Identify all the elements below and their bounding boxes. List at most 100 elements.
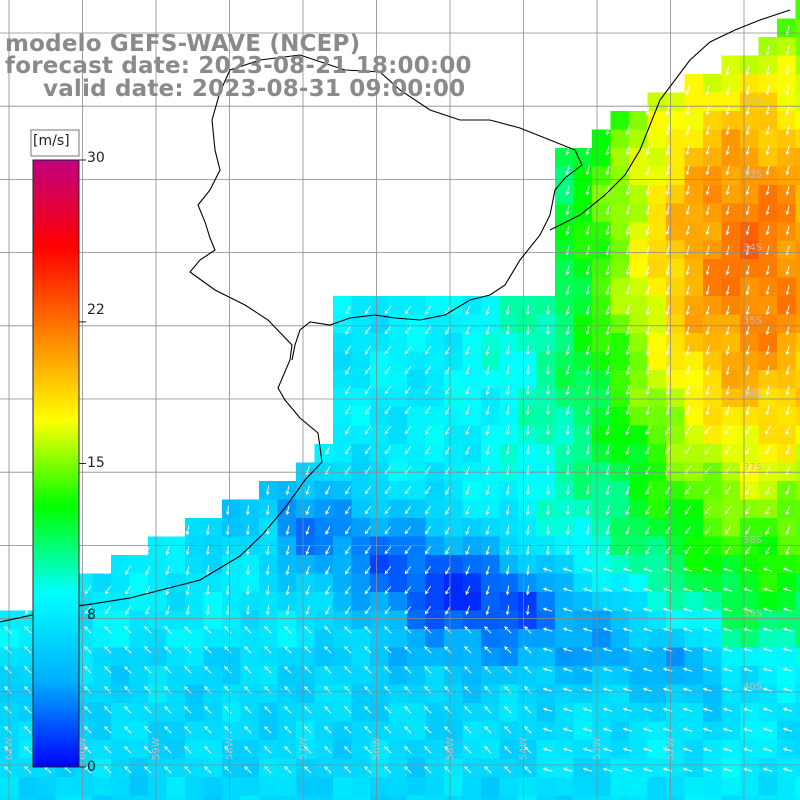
wind-arrow xyxy=(705,225,710,236)
speed-cell xyxy=(721,684,741,704)
speed-cell xyxy=(111,777,131,797)
wind-arrow xyxy=(665,345,670,356)
speed-cell xyxy=(277,795,297,800)
speed-cell xyxy=(388,629,408,649)
wind-arrow xyxy=(765,105,770,116)
wind-arrow xyxy=(384,526,392,535)
speed-cell xyxy=(684,555,704,575)
speed-cell xyxy=(351,666,371,686)
speed-cell xyxy=(629,536,649,556)
speed-cell xyxy=(222,777,242,797)
wind-arrow xyxy=(144,766,152,774)
speed-cell xyxy=(555,795,575,800)
wind-arrow xyxy=(205,545,210,556)
wind-arrow xyxy=(364,386,372,395)
speed-cell xyxy=(703,647,723,667)
speed-cell xyxy=(407,721,427,741)
wind-arrow xyxy=(664,506,671,515)
wind-arrow xyxy=(404,766,412,774)
speed-cell xyxy=(666,629,686,649)
speed-cell xyxy=(462,721,482,741)
wind-arrow xyxy=(244,666,252,674)
speed-cell xyxy=(370,610,390,630)
wind-arrow xyxy=(605,225,610,236)
speed-cell xyxy=(481,296,501,316)
wind-arrow xyxy=(785,345,790,356)
wind-arrow xyxy=(562,647,573,652)
speed-cell xyxy=(684,148,704,168)
wind-arrow xyxy=(622,767,633,772)
speed-cell xyxy=(555,351,575,371)
speed-cell xyxy=(684,74,704,94)
speed-cell xyxy=(684,758,704,778)
wind-arrow xyxy=(84,646,92,654)
speed-cell xyxy=(185,536,205,556)
wind-arrow xyxy=(565,385,570,396)
wind-arrow xyxy=(225,565,230,576)
wind-arrow xyxy=(605,265,610,276)
speed-cell xyxy=(721,647,741,667)
speed-cell xyxy=(425,518,445,538)
speed-cell xyxy=(758,129,778,149)
speed-cell xyxy=(536,777,556,797)
speed-cell xyxy=(259,684,279,704)
speed-cell xyxy=(629,666,649,686)
wind-arrow xyxy=(345,385,351,395)
speed-cell xyxy=(647,370,667,390)
wind-arrow xyxy=(782,647,793,652)
speed-cell xyxy=(333,758,353,778)
speed-cell xyxy=(407,296,427,316)
wind-arrow xyxy=(585,345,590,356)
wind-arrow xyxy=(762,627,773,632)
speed-cell xyxy=(370,684,390,704)
speed-cell xyxy=(111,629,131,649)
wind-arrow xyxy=(344,666,352,674)
wind-arrow xyxy=(605,145,610,156)
speed-cell xyxy=(111,592,131,612)
wind-arrow xyxy=(724,506,732,515)
speed-cell xyxy=(333,481,353,501)
speed-cell xyxy=(647,647,667,667)
speed-cell xyxy=(795,407,800,427)
wind-arrow xyxy=(582,567,593,572)
wind-arrow xyxy=(525,545,530,556)
wind-arrow xyxy=(602,627,613,632)
wind-arrow xyxy=(525,525,530,536)
speed-cell xyxy=(222,592,242,612)
wind-arrow xyxy=(605,385,610,396)
speed-cell xyxy=(407,795,427,800)
wind-arrow xyxy=(224,646,232,654)
speed-cell xyxy=(592,629,612,649)
speed-cell xyxy=(758,647,778,667)
wind-arrow xyxy=(605,125,610,136)
wind-arrow xyxy=(545,385,550,396)
wind-arrow xyxy=(722,667,733,672)
speed-cell xyxy=(370,795,390,800)
speed-cell xyxy=(129,777,149,797)
speed-cell xyxy=(684,573,704,593)
wind-arrow xyxy=(485,605,490,616)
speed-cell xyxy=(647,740,667,760)
speed-cell xyxy=(721,185,741,205)
wind-arrow xyxy=(124,766,132,774)
wind-arrow xyxy=(305,525,310,536)
speed-cell xyxy=(92,777,112,797)
wind-arrow xyxy=(582,727,593,732)
speed-cell xyxy=(203,518,223,538)
wind-arrow xyxy=(765,485,771,495)
wind-arrow xyxy=(244,626,252,634)
wind-arrow xyxy=(625,385,630,396)
speed-cell xyxy=(795,222,800,242)
speed-cell xyxy=(388,370,408,390)
wind-arrow xyxy=(504,726,512,734)
speed-cell xyxy=(684,740,704,760)
wind-arrow xyxy=(602,567,613,572)
speed-cell xyxy=(462,370,482,390)
wind-arrow xyxy=(645,485,651,495)
wind-arrow xyxy=(702,627,713,632)
speed-cell xyxy=(92,610,112,630)
wind-arrow xyxy=(705,105,710,116)
speed-cell xyxy=(740,351,760,371)
speed-cell xyxy=(684,518,704,538)
